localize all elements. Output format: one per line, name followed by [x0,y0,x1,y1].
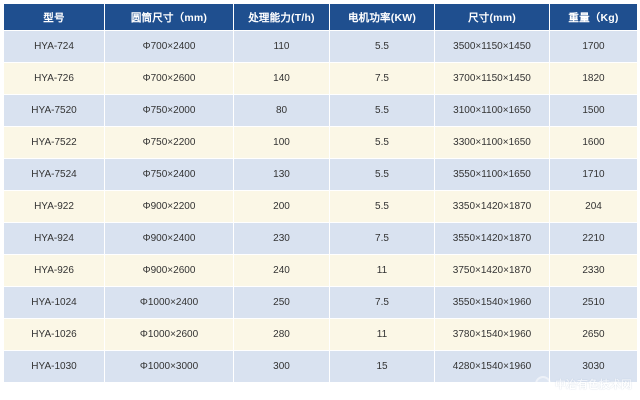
cell-drum-size: Φ1000×2600 [105,319,233,350]
cell-model: HYA-922 [4,191,104,222]
cell-capacity: 240 [234,255,329,286]
cell-weight: 1820 [550,63,637,94]
table-row: HYA-1024 Φ1000×2400 250 7.5 3550×1540×19… [4,287,637,318]
cell-model: HYA-7520 [4,95,104,126]
cell-drum-size: Φ900×2600 [105,255,233,286]
cell-model: HYA-1030 [4,351,104,382]
table-row: HYA-924 Φ900×2400 230 7.5 3550×1420×1870… [4,223,637,254]
cell-weight: 1600 [550,127,637,158]
cell-drum-size: Φ1000×3000 [105,351,233,382]
cell-weight: 1710 [550,159,637,190]
cell-weight: 204 [550,191,637,222]
cell-capacity: 130 [234,159,329,190]
cell-capacity: 230 [234,223,329,254]
cell-weight: 2210 [550,223,637,254]
cell-model: HYA-7524 [4,159,104,190]
cell-motor-power: 5.5 [330,31,434,62]
cell-model: HYA-1026 [4,319,104,350]
cell-motor-power: 7.5 [330,63,434,94]
cell-motor-power: 5.5 [330,95,434,126]
cell-dimensions: 3350×1420×1870 [435,191,549,222]
cell-dimensions: 3100×1100×1650 [435,95,549,126]
header-motor-power: 电机功率(KW) [330,4,434,30]
table-body: HYA-724 Φ700×2400 110 5.5 3500×1150×1450… [4,31,637,382]
cell-drum-size: Φ700×2400 [105,31,233,62]
cell-drum-size: Φ700×2600 [105,63,233,94]
watermark-text: 中冶有色技术网 [555,379,632,391]
cell-capacity: 280 [234,319,329,350]
cell-drum-size: Φ750×2000 [105,95,233,126]
cell-capacity: 250 [234,287,329,318]
table-row: HYA-7520 Φ750×2000 80 5.5 3100×1100×1650… [4,95,637,126]
cell-capacity: 80 [234,95,329,126]
cell-motor-power: 15 [330,351,434,382]
header-capacity: 处理能力(T/h) [234,4,329,30]
table-header: 型号 圆筒尺寸（mm) 处理能力(T/h) 电机功率(KW) 尺寸(mm) 重量… [4,4,637,30]
table-row: HYA-7524 Φ750×2400 130 5.5 3550×1100×165… [4,159,637,190]
table-row: HYA-724 Φ700×2400 110 5.5 3500×1150×1450… [4,31,637,62]
table-row: HYA-1030 Φ1000×3000 300 15 4280×1540×196… [4,351,637,382]
cell-model: HYA-924 [4,223,104,254]
cell-motor-power: 7.5 [330,223,434,254]
cell-weight: 1500 [550,95,637,126]
cell-drum-size: Φ750×2200 [105,127,233,158]
cell-dimensions: 3780×1540×1960 [435,319,549,350]
cell-weight: 2510 [550,287,637,318]
spec-table: 型号 圆筒尺寸（mm) 处理能力(T/h) 电机功率(KW) 尺寸(mm) 重量… [3,3,638,383]
cell-motor-power: 7.5 [330,287,434,318]
cell-capacity: 100 [234,127,329,158]
cell-dimensions: 3500×1150×1450 [435,31,549,62]
header-weight: 重量（Kg) [550,4,637,30]
header-row: 型号 圆筒尺寸（mm) 处理能力(T/h) 电机功率(KW) 尺寸(mm) 重量… [4,4,637,30]
cell-model: HYA-726 [4,63,104,94]
table-row: HYA-726 Φ700×2600 140 7.5 3700×1150×1450… [4,63,637,94]
header-drum-size: 圆筒尺寸（mm) [105,4,233,30]
cell-motor-power: 11 [330,255,434,286]
cell-model: HYA-724 [4,31,104,62]
cell-dimensions: 3700×1150×1450 [435,63,549,94]
watermark-logo-icon [535,376,551,392]
cell-motor-power: 5.5 [330,127,434,158]
cell-weight: 3030 [550,351,637,382]
header-dimensions: 尺寸(mm) [435,4,549,30]
cell-drum-size: Φ750×2400 [105,159,233,190]
cell-capacity: 200 [234,191,329,222]
table-row: HYA-922 Φ900×2200 200 5.5 3350×1420×1870… [4,191,637,222]
cell-model: HYA-1024 [4,287,104,318]
cell-weight: 1700 [550,31,637,62]
cell-model: HYA-926 [4,255,104,286]
cell-capacity: 110 [234,31,329,62]
cell-drum-size: Φ1000×2400 [105,287,233,318]
cell-dimensions: 3550×1540×1960 [435,287,549,318]
table-row: HYA-7522 Φ750×2200 100 5.5 3300×1100×165… [4,127,637,158]
cell-dimensions: 4280×1540×1960 [435,351,549,382]
cell-capacity: 300 [234,351,329,382]
cell-weight: 2650 [550,319,637,350]
table-row: HYA-926 Φ900×2600 240 11 3750×1420×1870 … [4,255,637,286]
cell-dimensions: 3300×1100×1650 [435,127,549,158]
cell-drum-size: Φ900×2200 [105,191,233,222]
cell-drum-size: Φ900×2400 [105,223,233,254]
cell-model: HYA-7522 [4,127,104,158]
cell-motor-power: 5.5 [330,159,434,190]
cell-motor-power: 5.5 [330,191,434,222]
cell-weight: 2330 [550,255,637,286]
header-model: 型号 [4,4,104,30]
cell-dimensions: 3750×1420×1870 [435,255,549,286]
cell-motor-power: 11 [330,319,434,350]
table-row: HYA-1026 Φ1000×2600 280 11 3780×1540×196… [4,319,637,350]
cell-capacity: 140 [234,63,329,94]
watermark: 中冶有色技术网 [535,376,632,392]
cell-dimensions: 3550×1420×1870 [435,223,549,254]
cell-dimensions: 3550×1100×1650 [435,159,549,190]
